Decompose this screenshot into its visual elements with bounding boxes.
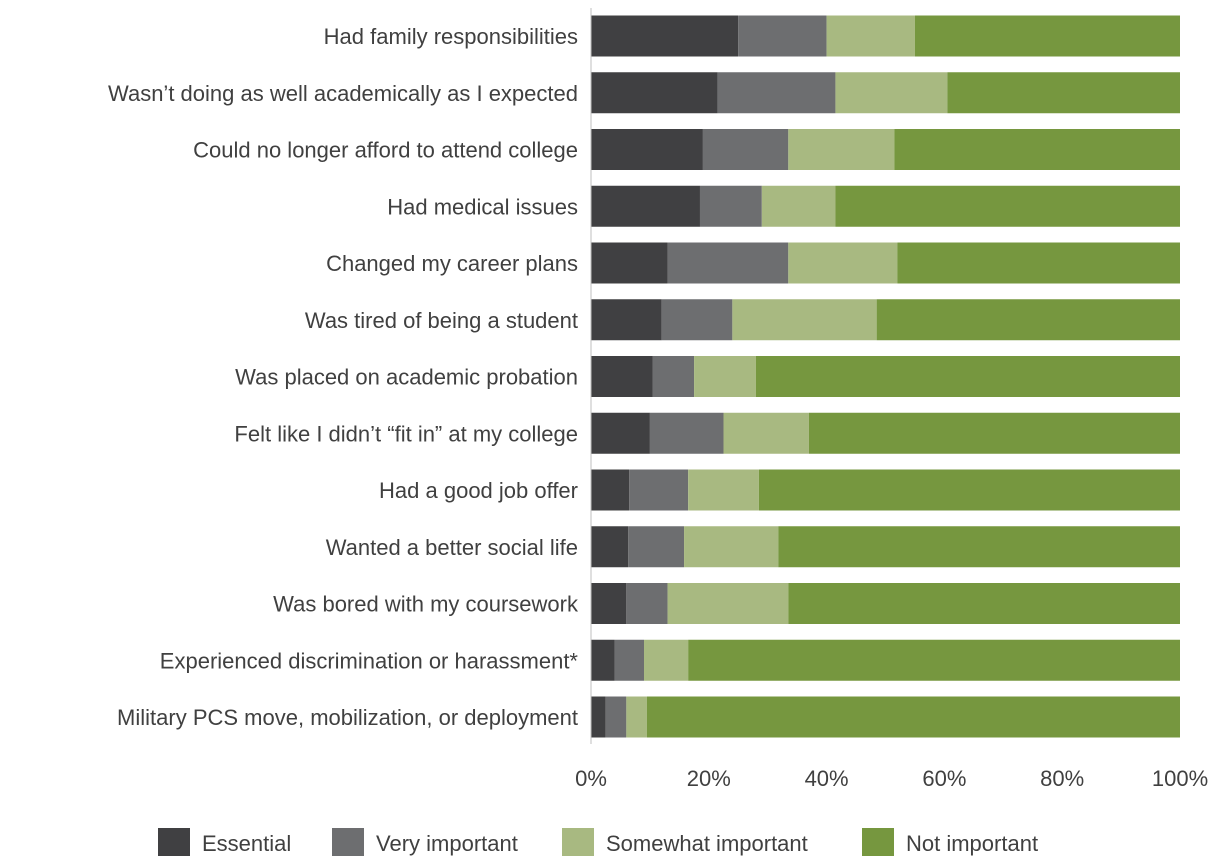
bar-not-important (758, 469, 1180, 511)
bar-not-important (894, 129, 1180, 170)
x-tick-label: 40% (805, 766, 849, 791)
bar-very-important (614, 639, 645, 681)
legend-label: Somewhat important (606, 831, 808, 856)
bar-not-important (788, 583, 1180, 624)
bar-essential (591, 15, 739, 57)
bar-very-important (629, 469, 689, 511)
bar-essential (591, 129, 703, 170)
category-label: Was tired of being a student (305, 308, 578, 333)
legend-swatch (562, 828, 594, 856)
bar-very-important (652, 356, 695, 397)
x-tick-label: 60% (922, 766, 966, 791)
bar-very-important (605, 696, 627, 738)
x-tick-label: 0% (575, 766, 607, 791)
bar-essential (591, 469, 630, 511)
bar-somewhat-important (835, 72, 948, 114)
bar-not-important (778, 526, 1180, 568)
category-label: Had a good job offer (379, 478, 578, 503)
category-label: Experienced discrimination or harassment… (160, 648, 579, 673)
bar-not-important (947, 72, 1180, 114)
bar-not-important (808, 412, 1180, 454)
bar-essential (591, 356, 653, 397)
x-tick-label: 80% (1040, 766, 1084, 791)
bar-not-important (688, 639, 1180, 681)
category-label: Felt like I didn’t “fit in” at my colleg… (234, 421, 578, 446)
bar-very-important (649, 412, 724, 454)
legend-label: Not important (906, 831, 1038, 856)
bar-somewhat-important (723, 412, 809, 454)
legend-label: Very important (376, 831, 518, 856)
bar-very-important (717, 72, 836, 114)
category-label: Had family responsibilities (324, 24, 578, 49)
category-label: Was bored with my coursework (273, 592, 579, 617)
bar-somewhat-important (684, 526, 779, 568)
bar-not-important (646, 696, 1180, 738)
bar-somewhat-important (761, 185, 836, 227)
bar-not-important (897, 242, 1180, 284)
bar-somewhat-important (694, 356, 756, 397)
legend: Essential Very important Somewhat importan… (158, 828, 1038, 856)
legend-label: Essential (202, 831, 291, 856)
category-label: Wasn’t doing as well academically as I e… (108, 81, 578, 106)
x-tick-label: 100% (1152, 766, 1208, 791)
category-label: Wanted a better social life (326, 535, 578, 560)
bar-very-important (626, 583, 668, 624)
bar-not-important (755, 356, 1180, 397)
category-label: Military PCS move, mobilization, or depl… (117, 705, 578, 730)
bar-somewhat-important (667, 583, 789, 624)
bar-essential (591, 242, 668, 284)
x-axis-tick-labels: 0% 20% 40% 60% 80% 100% (575, 766, 1208, 791)
bar-essential (591, 185, 700, 227)
bar-very-important (661, 299, 733, 341)
bar-somewhat-important (788, 242, 898, 284)
bar-somewhat-important (732, 299, 877, 341)
bar-very-important (628, 526, 685, 568)
bar-somewhat-important (688, 469, 759, 511)
bar-not-important (914, 15, 1180, 57)
y-axis-labels: Had family responsibilities Wasn’t doing … (108, 24, 579, 730)
bar-very-important (699, 185, 762, 227)
bar-somewhat-important (644, 639, 689, 681)
category-label: Had medical issues (387, 194, 578, 219)
bar-essential (591, 299, 662, 341)
bar-essential (591, 639, 615, 681)
category-label: Could no longer afford to attend college (193, 138, 578, 163)
bars (591, 15, 1180, 738)
legend-swatch (862, 828, 894, 856)
category-label: Was placed on academic probation (235, 365, 578, 390)
bar-essential (591, 72, 718, 114)
bar-somewhat-important (788, 129, 895, 170)
bar-very-important (738, 15, 827, 57)
legend-swatch (158, 828, 190, 856)
bar-somewhat-important (826, 15, 915, 57)
bar-essential (591, 526, 629, 568)
bar-not-important (876, 299, 1180, 341)
bar-essential (591, 696, 606, 738)
category-label: Changed my career plans (326, 251, 578, 276)
bar-very-important (667, 242, 789, 284)
bar-essential (591, 583, 627, 624)
x-tick-label: 20% (687, 766, 731, 791)
bar-essential (591, 412, 650, 454)
bar-not-important (835, 185, 1180, 227)
legend-swatch (332, 828, 364, 856)
bar-somewhat-important (626, 696, 647, 738)
bar-very-important (702, 129, 789, 170)
